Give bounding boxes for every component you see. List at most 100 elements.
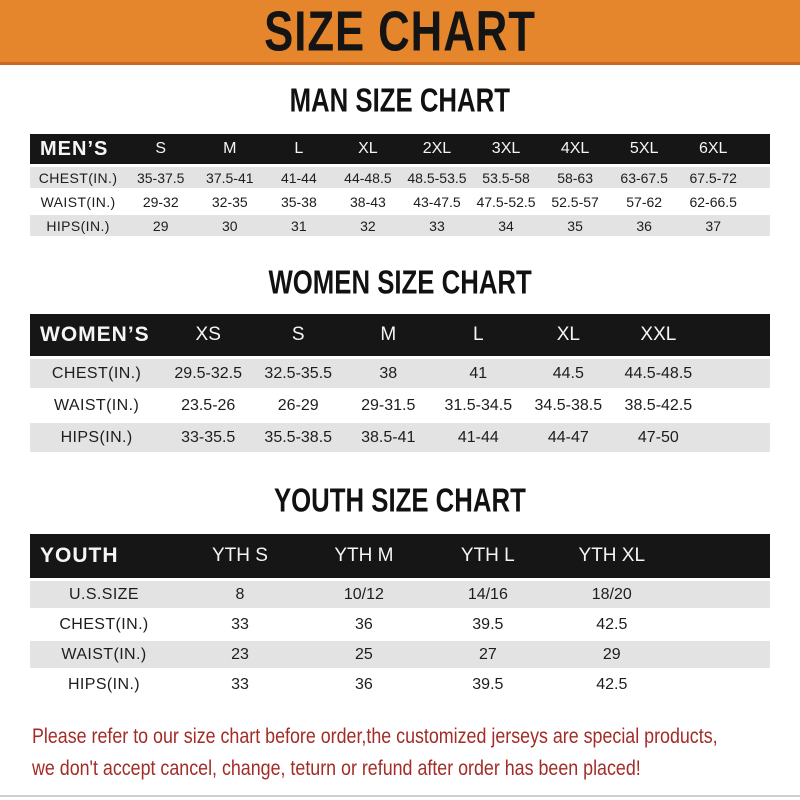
measurement-row: HIPS(IN.) 33-35.5 35.5-38.5 38.5-41 41-44 44-… <box>30 423 770 452</box>
value-cell: 67.5-72 <box>678 167 748 188</box>
size-column-header: 5XL <box>609 134 679 164</box>
size-column-header: XL <box>333 134 403 164</box>
value-cell: 34 <box>471 215 541 236</box>
size-column-header: S <box>126 134 196 164</box>
value-cell: 33 <box>178 671 302 698</box>
value-cell: 35.5-38.5 <box>253 423 344 452</box>
size-column-header: 2XL <box>402 134 472 164</box>
value-cell: 41 <box>433 359 524 388</box>
value-cell: 57-62 <box>609 191 679 212</box>
size-column-header: XS <box>163 314 254 356</box>
men-section-title: MAN SIZE CHART <box>0 82 800 122</box>
value-cell: 29.5-32.5 <box>163 359 254 388</box>
row-spacer <box>673 671 770 698</box>
women-table-wrap: WOMEN’S XS S M L XL XXL CHEST(IN.) 29.5-32.5 32.5… <box>0 311 800 455</box>
measurement-row: WAIST(IN.) 23 25 27 29 <box>30 641 770 668</box>
value-cell: 29-32 <box>126 191 196 212</box>
value-cell: 47.5-52.5 <box>471 191 541 212</box>
youth-section-title-text: YOUTH SIZE CHART <box>274 482 526 519</box>
value-cell: 23 <box>178 641 302 668</box>
value-cell: 42.5 <box>549 671 674 698</box>
header-spacer <box>747 134 770 164</box>
measurement-row: CHEST(IN.) 35-37.5 37.5-41 41-44 44-48.5 48.5… <box>30 167 770 188</box>
value-cell: 44-48.5 <box>333 167 403 188</box>
size-column-header: L <box>433 314 524 356</box>
value-cell: 30 <box>195 215 265 236</box>
measurement-row: HIPS(IN.) 33 36 39.5 42.5 <box>30 671 770 698</box>
value-cell: 31.5-34.5 <box>433 391 524 420</box>
banner: SIZE CHART <box>0 0 800 65</box>
size-column-header: L <box>264 134 334 164</box>
value-cell: 36 <box>609 215 679 236</box>
measurement-row: WAIST(IN.) 29-32 32-35 35-38 38-43 43-47.5 47.… <box>30 191 770 212</box>
value-cell: 33 <box>402 215 472 236</box>
value-cell: 63-67.5 <box>609 167 679 188</box>
row-label: WAIST(IN.) <box>30 391 164 420</box>
disclaimer-line-1: Please refer to our size chart before or… <box>32 722 768 754</box>
row-label: WAIST(IN.) <box>30 641 178 668</box>
value-cell: 35-37.5 <box>126 167 196 188</box>
value-cell: 25 <box>301 641 426 668</box>
value-cell: 32-35 <box>195 191 265 212</box>
value-cell: 29 <box>126 215 196 236</box>
row-spacer <box>747 215 770 236</box>
size-column-header: 4XL <box>540 134 610 164</box>
value-cell: 62-66.5 <box>678 191 748 212</box>
measurement-row: U.S.SIZE 8 10/12 14/16 18/20 <box>30 581 770 608</box>
value-cell: 29 <box>549 641 674 668</box>
value-cell: 35-38 <box>264 191 334 212</box>
row-spacer <box>703 359 770 388</box>
row-spacer <box>747 167 770 188</box>
row-label: HIPS(IN.) <box>30 423 164 452</box>
value-cell: 39.5 <box>425 671 550 698</box>
disclaimer-line-2: we don't accept cancel, change, teturn o… <box>32 754 768 786</box>
size-column-header: 6XL <box>678 134 748 164</box>
size-column-header: YTH S <box>178 534 302 578</box>
measurement-row: CHEST(IN.) 33 36 39.5 42.5 <box>30 611 770 638</box>
value-cell: 37.5-41 <box>195 167 265 188</box>
value-cell: 41-44 <box>433 423 524 452</box>
women-section-title: WOMEN SIZE CHART <box>0 264 800 304</box>
section-women: WOMEN SIZE CHART WOMEN’S XS S M L XL XXL CHEST(… <box>0 264 800 455</box>
size-column-header: YTH M <box>301 534 426 578</box>
measurement-row: WAIST(IN.) 23.5-26 26-29 29-31.5 31.5-34.5 34… <box>30 391 770 420</box>
section-youth: YOUTH SIZE CHART YOUTH YTH S YTH M YTH L YTH… <box>0 482 800 701</box>
value-cell: 26-29 <box>253 391 344 420</box>
disclaimer-line-2-text: we don't accept cancel, change, teturn o… <box>32 757 641 780</box>
men-table-wrap: MEN’S S M L XL 2XL 3XL 4XL 5XL 6XL CHEST(IN.) 35-37… <box>0 131 800 239</box>
value-cell: 41-44 <box>264 167 334 188</box>
value-cell: 37 <box>678 215 748 236</box>
value-cell: 8 <box>178 581 302 608</box>
men-size-table: MEN’S S M L XL 2XL 3XL 4XL 5XL 6XL CHEST(IN.) 35-37… <box>30 131 770 239</box>
value-cell: 34.5-38.5 <box>523 391 614 420</box>
value-cell: 23.5-26 <box>163 391 254 420</box>
value-cell: 38 <box>343 359 434 388</box>
value-cell: 36 <box>301 671 426 698</box>
row-spacer <box>747 191 770 212</box>
value-cell: 35 <box>540 215 610 236</box>
size-column-header: 3XL <box>471 134 541 164</box>
row-label: HIPS(IN.) <box>30 215 127 236</box>
table-header-row: WOMEN’S XS S M L XL XXL <box>30 314 770 356</box>
table-corner-label: WOMEN’S <box>30 314 164 356</box>
value-cell: 44.5 <box>523 359 614 388</box>
row-label: WAIST(IN.) <box>30 191 127 212</box>
row-spacer <box>673 641 770 668</box>
value-cell: 44.5-48.5 <box>613 359 704 388</box>
row-label: CHEST(IN.) <box>30 359 164 388</box>
size-column-header: YTH L <box>425 534 550 578</box>
women-size-table: WOMEN’S XS S M L XL XXL CHEST(IN.) 29.5-32.5 32.5… <box>30 311 770 455</box>
value-cell: 29-31.5 <box>343 391 434 420</box>
size-column-header: M <box>343 314 434 356</box>
value-cell: 53.5-58 <box>471 167 541 188</box>
men-section-title-text: MAN SIZE CHART <box>289 82 511 119</box>
size-column-header: XXL <box>613 314 704 356</box>
value-cell: 32.5-35.5 <box>253 359 344 388</box>
size-column-header: XL <box>523 314 614 356</box>
table-corner-label: YOUTH <box>30 534 178 578</box>
value-cell: 31 <box>264 215 334 236</box>
size-column-header: S <box>253 314 344 356</box>
disclaimer-line-1-text: Please refer to our size chart before or… <box>32 725 718 748</box>
row-label: HIPS(IN.) <box>30 671 178 698</box>
value-cell: 43-47.5 <box>402 191 472 212</box>
